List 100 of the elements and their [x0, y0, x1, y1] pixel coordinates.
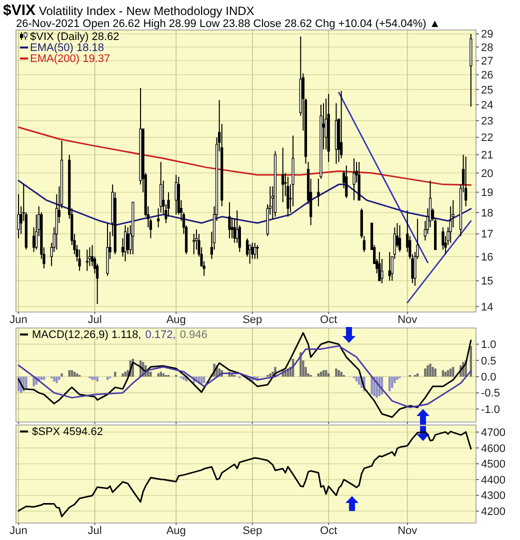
bar [58, 376, 60, 380]
bar [340, 372, 342, 377]
candlestick [86, 249, 88, 272]
bar [91, 376, 94, 380]
x-tick-label: Nov [398, 314, 418, 326]
y-tick-label: 24 [481, 100, 494, 112]
y-tick-label: 4400 [481, 474, 506, 486]
candlestick [256, 244, 259, 260]
y-tick-label: 4600 [481, 442, 506, 455]
line-series [18, 345, 472, 408]
bar [150, 372, 152, 377]
legend-label: EMA(200) 19.37 [30, 53, 110, 65]
line-series [18, 332, 472, 418]
bar [452, 366, 454, 377]
y-tick-label: 22 [481, 132, 494, 144]
bar [157, 373, 160, 377]
x-tick-label: Nov [398, 525, 418, 537]
line-series [18, 126, 472, 186]
y-tick-label: 18 [481, 207, 494, 220]
y-tick-label: -1.0 [481, 404, 500, 416]
x-tick-label: Jun [10, 314, 28, 326]
bar [70, 370, 73, 377]
y-tick-label: 4700 [481, 426, 506, 439]
bar [324, 370, 328, 377]
x-tick-label: Jul [88, 314, 102, 326]
y-tick-label: 21 [481, 150, 494, 162]
bar [434, 368, 436, 377]
x-tick-label: Oct [320, 314, 338, 326]
bar [322, 370, 325, 377]
y-tick-label: 27 [481, 55, 494, 68]
y-tick-label: 0.5 [481, 355, 496, 368]
candlestick [286, 176, 290, 218]
legend-label: $VIX (Daily) 28.62 [30, 31, 120, 43]
x-tick-label: Sep [242, 314, 262, 326]
legend-label: $SPX 4594.62 [32, 426, 103, 438]
candlestick [228, 202, 231, 239]
y-tick-label: 29 [481, 28, 494, 41]
candlestick [192, 233, 196, 255]
y-tick-label: 1.0 [481, 339, 496, 352]
legend-label: EMA(50) 18.18 [30, 42, 104, 54]
text: 0.172, [145, 329, 176, 341]
candlestick [17, 194, 20, 239]
candlestick [282, 147, 284, 203]
y-tick-label: 0.0 [481, 371, 496, 384]
x-tick-label: Sep [242, 525, 262, 537]
bar [358, 376, 360, 385]
candlestick [317, 178, 320, 207]
candlestick [78, 249, 81, 272]
candlestick [345, 165, 348, 199]
bar [53, 376, 56, 382]
y-tick-label: 25 [481, 84, 494, 96]
bar [424, 368, 426, 377]
bar [68, 370, 70, 377]
candlestick [388, 251, 391, 282]
y-tick-label: 4300 [481, 490, 506, 502]
y-tick-label: 20 [481, 168, 494, 180]
y-tick-label: 4200 [481, 506, 506, 518]
y-tick-label: 23 [481, 116, 494, 128]
y-tick-label: 4500 [481, 458, 506, 471]
bar [106, 376, 109, 380]
bar [426, 365, 429, 377]
candlestick [174, 174, 178, 216]
candlestick [88, 246, 92, 267]
legend-label: MACD(12,26,9) 1.118, [32, 329, 142, 341]
y-tick-label: 19 [481, 187, 494, 200]
x-tick-label: Oct [320, 525, 338, 537]
bar [202, 376, 206, 384]
chart-title: $VIX Volatility Index - New Methodology INDX [3, 2, 254, 19]
bar [391, 376, 394, 388]
y-tick-label: 17 [481, 228, 494, 241]
bar [94, 376, 96, 380]
bar [338, 370, 340, 377]
candlestick [398, 224, 402, 252]
y-tick-label: 14 [481, 301, 494, 314]
bar [370, 376, 373, 394]
bar [388, 376, 391, 392]
candlestick [254, 242, 256, 260]
x-tick-label: Jun [10, 525, 28, 537]
candlestick [464, 156, 468, 207]
candlestick [124, 224, 127, 262]
bar [429, 364, 432, 377]
candlestick [352, 158, 356, 201]
y-tick-label: -0.5 [481, 388, 500, 400]
bar [42, 376, 46, 380]
bar [355, 376, 358, 382]
bar [96, 376, 98, 382]
bar [56, 376, 58, 384]
candlestick [251, 242, 254, 260]
bar [442, 370, 444, 377]
x-tick-label: Aug [166, 525, 186, 537]
bar [124, 372, 126, 377]
candlestick [442, 226, 444, 250]
x-tick-label: Aug [166, 314, 186, 326]
bar [396, 376, 398, 380]
y-tick-label: 15 [481, 276, 494, 288]
y-tick-label: 28 [481, 42, 494, 54]
chart-subtitle: 26-Nov-2021 Open 26.62 High 28.99 Low 23.88 Close 28.62 Chg +10.04 (+54.04%) ▲ [16, 18, 440, 30]
y-tick-label: 16 [481, 251, 494, 264]
bar [122, 373, 124, 377]
candlestick [340, 90, 343, 159]
